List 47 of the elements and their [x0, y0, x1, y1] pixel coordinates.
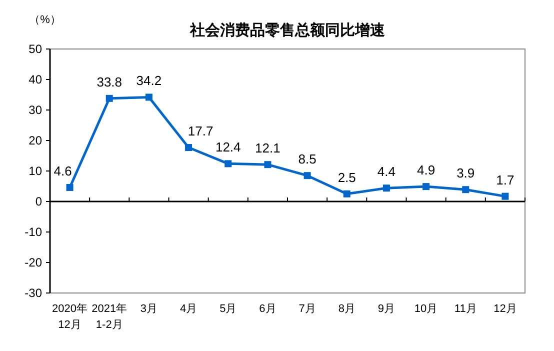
point [343, 190, 350, 198]
point [502, 192, 509, 200]
x-tick-label: 9月 [378, 303, 396, 315]
x-tick-label: 7月 [298, 303, 316, 315]
point [382, 184, 390, 192]
y-tick-label: 30 [28, 103, 42, 118]
y-tick-label: 0 [35, 194, 42, 209]
x-tick-label: 3月 [140, 303, 158, 315]
data-label: 33.8 [96, 74, 122, 90]
x-tick-label: 5月 [220, 303, 237, 315]
point [185, 144, 192, 152]
data-label: 4.6 [54, 163, 72, 178]
x-tick-label: 10月 [414, 303, 438, 315]
data-label: 12.4 [215, 140, 241, 155]
point [145, 94, 152, 101]
data-label: 4.9 [417, 162, 436, 178]
data-label: 12.1 [255, 140, 280, 156]
point [264, 161, 272, 168]
y-axis-title: （%） [29, 14, 61, 26]
data-label: 34.2 [136, 73, 162, 88]
data-label: 8.5 [298, 152, 316, 167]
x-tick-label: 6月 [259, 303, 276, 315]
point [66, 184, 74, 191]
y-tick-label: 20 [28, 134, 42, 148]
data-label: 2.5 [338, 170, 356, 185]
y-tick-label: -20 [24, 256, 42, 270]
point [422, 183, 430, 190]
point [224, 160, 232, 168]
data-label: 1.7 [496, 172, 514, 188]
y-tick-label: -10 [24, 225, 42, 240]
data-label: 4.4 [377, 164, 396, 180]
y-tick-label: 40 [28, 72, 42, 87]
y-tick-label: -30 [24, 286, 42, 300]
x-tick-label: 4月 [180, 303, 198, 315]
x-tick-label: 12月 [494, 303, 517, 315]
x-tick-label: 2020年 12月 [52, 303, 88, 331]
y-tick-label: 10 [28, 164, 42, 178]
x-tick-label: 2021年 1-2月 [92, 303, 128, 331]
x-tick-label: 8月 [338, 303, 356, 315]
data-label: 17.7 [188, 124, 214, 139]
y-tick-label: 50 [28, 42, 42, 56]
chart-title: 社会消费品零售总额同比增速 [189, 21, 386, 39]
point [106, 94, 113, 102]
data-label: 3.9 [456, 166, 475, 181]
point [304, 172, 311, 180]
x-tick-label: 11月 [454, 303, 477, 315]
point [462, 186, 470, 194]
